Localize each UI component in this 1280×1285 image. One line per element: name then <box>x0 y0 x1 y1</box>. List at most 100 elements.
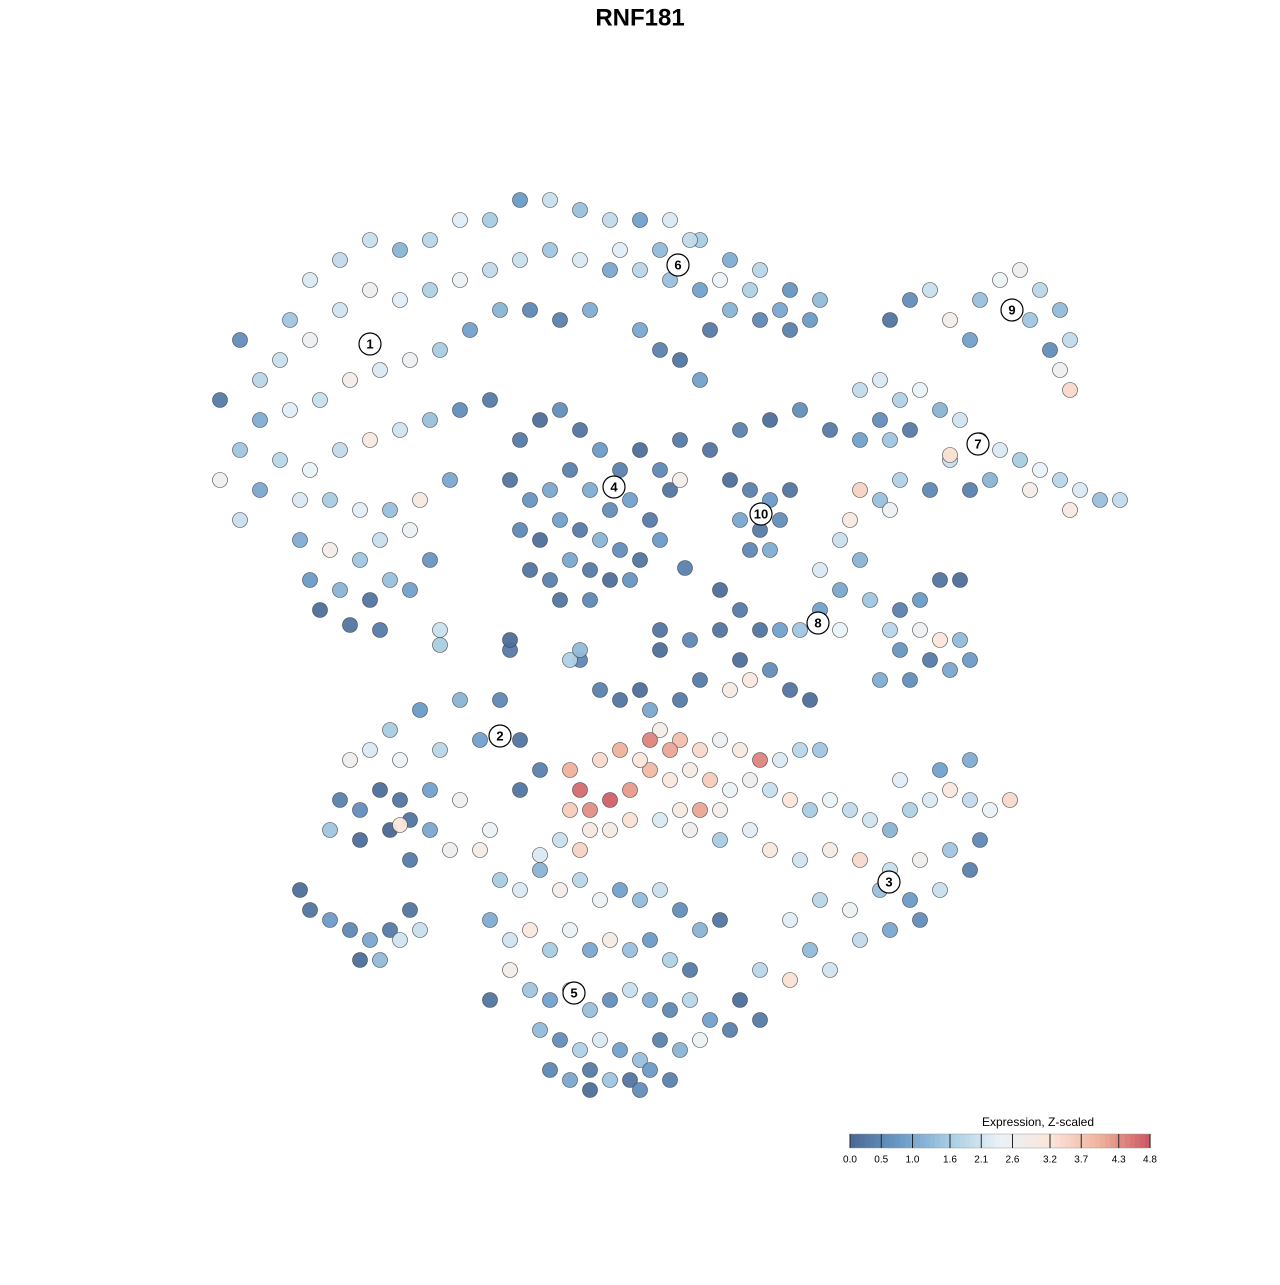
cell-point <box>742 672 758 688</box>
cell-point <box>322 542 338 558</box>
cell-point <box>622 1072 638 1088</box>
cell-point <box>602 502 618 518</box>
cell-point <box>352 952 368 968</box>
cell-point <box>682 232 698 248</box>
cluster-marker <box>488 724 512 748</box>
cell-point <box>552 402 568 418</box>
cell-point <box>632 752 648 768</box>
cell-point <box>912 852 928 868</box>
cell-point <box>662 742 678 758</box>
cell-point <box>692 922 708 938</box>
cell-point <box>282 402 298 418</box>
colorbar-segment <box>880 1134 886 1148</box>
cell-point <box>642 992 658 1008</box>
cell-point <box>482 262 498 278</box>
cell-point <box>852 432 868 448</box>
cell-point <box>352 552 368 568</box>
cell-point <box>852 482 868 498</box>
colorbar-segment <box>1030 1134 1036 1148</box>
cell-point <box>412 702 428 718</box>
cell-point <box>392 422 408 438</box>
cell-point <box>362 932 378 948</box>
cell-point <box>642 932 658 948</box>
colorbar-segment <box>1070 1134 1076 1148</box>
cell-point <box>677 560 693 576</box>
cell-point <box>812 562 828 578</box>
cell-point <box>592 752 608 768</box>
cell-point <box>712 732 728 748</box>
cell-point <box>762 842 778 858</box>
cell-point <box>592 682 608 698</box>
cell-point <box>882 622 898 638</box>
cell-point <box>572 642 588 658</box>
cell-point <box>872 492 888 508</box>
cell-point <box>672 472 688 488</box>
cluster-marker <box>966 432 990 456</box>
cell-point <box>512 732 528 748</box>
cell-point <box>702 322 718 338</box>
colorbar-segment <box>1125 1134 1131 1148</box>
cell-point <box>492 692 508 708</box>
cell-point <box>612 1042 628 1058</box>
colorbar-segment <box>1115 1134 1121 1148</box>
colorbar-segment <box>875 1134 881 1148</box>
cell-point <box>872 372 888 388</box>
cell-point <box>632 552 648 568</box>
cell-point <box>712 912 728 928</box>
cell-point <box>912 912 928 928</box>
cell-point <box>732 992 748 1008</box>
cell-point <box>752 962 768 978</box>
cell-point <box>622 572 638 588</box>
cell-point <box>1052 472 1068 488</box>
cell-point <box>802 312 818 328</box>
cell-point <box>562 922 578 938</box>
cluster-label: 7 <box>974 436 981 451</box>
cluster-marker <box>877 870 901 894</box>
cell-point <box>542 192 558 208</box>
cell-point <box>552 832 568 848</box>
cell-point <box>482 392 498 408</box>
colorbar-tick-label: 3.2 <box>1043 1155 1057 1166</box>
cell-point <box>572 872 588 888</box>
cell-point <box>732 652 748 668</box>
colorbar-segment <box>955 1134 961 1148</box>
colorbar-segment <box>1005 1134 1011 1148</box>
cell-point <box>652 242 668 258</box>
cell-point <box>682 762 698 778</box>
cell-point <box>332 252 348 268</box>
cell-point <box>612 882 628 898</box>
cell-point <box>452 402 468 418</box>
cell-point <box>982 802 998 818</box>
cell-point <box>322 912 338 928</box>
cell-point <box>662 1002 678 1018</box>
cluster-label: 8 <box>814 615 821 630</box>
cell-point <box>692 802 708 818</box>
cell-point <box>662 482 678 498</box>
cell-point <box>922 652 938 668</box>
cell-point <box>212 472 228 488</box>
cell-point <box>802 942 818 958</box>
colorbar-segment <box>925 1134 931 1148</box>
cell-point <box>532 847 548 863</box>
cell-point <box>702 442 718 458</box>
colorbar-segment <box>1100 1134 1106 1148</box>
cluster-marker <box>358 332 382 356</box>
colorbar-segment <box>1065 1134 1071 1148</box>
colorbar-segment <box>1035 1134 1041 1148</box>
cell-point <box>1052 362 1068 378</box>
cell-point <box>652 1032 668 1048</box>
colorbar-segment <box>1085 1134 1091 1148</box>
cell-point <box>442 472 458 488</box>
cell-point <box>982 472 998 488</box>
cell-point <box>422 282 438 298</box>
cell-point <box>352 802 368 818</box>
cell-point <box>472 732 488 748</box>
cell-point <box>362 432 378 448</box>
cell-point <box>752 262 768 278</box>
cell-point <box>562 462 578 478</box>
points-layer <box>212 192 1128 1098</box>
cell-point <box>512 882 528 898</box>
cell-point <box>582 1082 598 1098</box>
cluster-label: 2 <box>496 728 503 743</box>
